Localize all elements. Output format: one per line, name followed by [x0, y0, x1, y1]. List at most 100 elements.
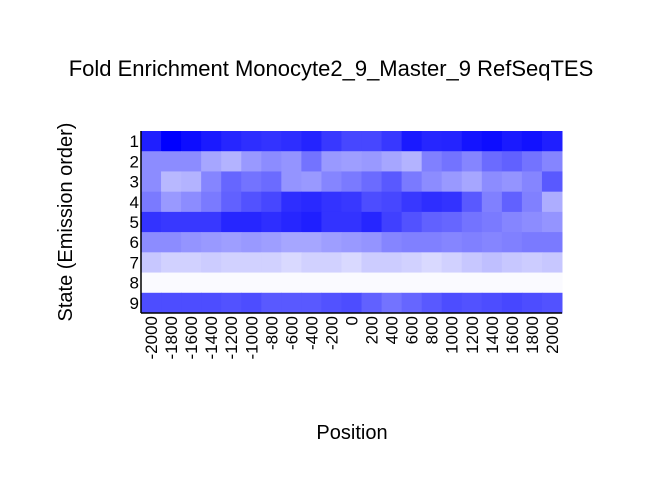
heatmap-cell-state-1-pos-1200: [461, 131, 483, 152]
heatmap-cell-state-6-pos-200: [361, 232, 383, 253]
y-axis-label: State (Emission order): [55, 123, 77, 322]
heatmap-cell-state-8-pos-1400: [481, 272, 503, 294]
x-tick-label: -1200: [222, 316, 241, 359]
y-tick-label: 2: [130, 152, 139, 171]
heatmap-cell-state-4-pos--1000: [241, 191, 262, 213]
heatmap-cell-state-8-pos--2000: [141, 272, 162, 294]
y-tick-label: 5: [130, 213, 139, 232]
heatmap-cell-state-1-pos-1400: [481, 131, 503, 152]
heatmap-cell-state-2-pos--600: [281, 151, 302, 172]
heatmap-cell-state-7-pos--200: [321, 252, 342, 274]
x-tick-label: -1400: [202, 316, 221, 359]
heatmap-cell-state-1-pos--1400: [201, 131, 222, 152]
heatmap-cell-state-1-pos-800: [421, 131, 443, 152]
heatmap-cell-state-6-pos--800: [261, 232, 282, 253]
heatmap-cell-state-9-pos--1000: [241, 292, 262, 314]
chart-title: Fold Enrichment Monocyte2_9_Master_9 Ref…: [69, 56, 594, 81]
heatmap-cell-state-8-pos--1400: [201, 272, 222, 294]
heatmap-cell-state-9-pos--600: [281, 292, 302, 314]
heatmap-cell-state-9-pos-2000: [541, 292, 563, 314]
heatmap-cell-state-2-pos-1600: [501, 151, 523, 172]
heatmap-cell-state-6-pos-1000: [441, 232, 463, 253]
heatmap-cell-state-9-pos-1000: [441, 292, 463, 314]
heatmap-cell-state-3-pos-600: [401, 171, 423, 193]
heatmap-cell-state-8-pos--200: [321, 272, 342, 294]
heatmap-cell-state-7-pos-1600: [501, 252, 523, 274]
heatmap-cell-state-7-pos--1200: [221, 252, 242, 274]
heatmap-cell-state-8-pos--1800: [161, 272, 182, 294]
heatmap-cell-state-1-pos--1000: [241, 131, 262, 152]
heatmap-cell-state-9-pos--2000: [141, 292, 162, 314]
heatmap-cell-state-2-pos-1400: [481, 151, 503, 172]
heatmap-cell-state-9-pos-800: [421, 292, 443, 314]
heatmap-cell-state-7-pos-1200: [461, 252, 483, 274]
heatmap-cell-state-1-pos--400: [301, 131, 322, 152]
heatmap-cell-state-3-pos-1000: [441, 171, 463, 193]
heatmap-cell-state-4-pos-1000: [441, 191, 463, 213]
heatmap-cell-state-4-pos--1200: [221, 191, 242, 213]
heatmap-cell-state-5-pos--1800: [161, 211, 182, 233]
heatmap-cell-state-2-pos-1800: [521, 151, 543, 172]
heatmap-cell-state-4-pos-0: [341, 191, 363, 213]
x-tick-label: 1200: [463, 316, 482, 354]
heatmap-cell-state-2-pos-400: [381, 151, 403, 172]
heatmap-cell-state-2-pos-1200: [461, 151, 483, 172]
heatmap-cell-state-7-pos-1800: [521, 252, 543, 274]
heatmap-cell-state-9-pos--1800: [161, 292, 182, 314]
y-tick-label: 9: [130, 294, 139, 313]
heatmap-cell-state-5-pos--2000: [141, 211, 162, 233]
heatmap-cell-state-6-pos--1400: [201, 232, 222, 253]
x-tick-label: 1600: [503, 316, 522, 354]
y-tick-label: 3: [130, 173, 139, 192]
heatmap-cell-state-5-pos-1000: [441, 211, 463, 233]
heatmap-cell-state-5-pos-600: [401, 211, 423, 233]
heatmap-cell-state-8-pos-1000: [441, 272, 463, 294]
heatmap-cell-state-6-pos-600: [401, 232, 423, 253]
heatmap-cell-state-6-pos-1200: [461, 232, 483, 253]
heatmap-cell-state-6-pos-1800: [521, 232, 543, 253]
heatmap-cell-state-5-pos-400: [381, 211, 403, 233]
x-tick-label: -600: [282, 316, 301, 350]
heatmap-cell-state-3-pos-400: [381, 171, 403, 193]
heatmap-cell-state-9-pos-1400: [481, 292, 503, 314]
heatmap-cell-state-8-pos--400: [301, 272, 322, 294]
heatmap-cell-state-3-pos--1200: [221, 171, 242, 193]
heatmap-cell-state-4-pos-600: [401, 191, 423, 213]
heatmap-cell-state-2-pos--1000: [241, 151, 262, 172]
x-tick-label: 1000: [443, 316, 462, 354]
heatmap-cell-state-7-pos--1800: [161, 252, 182, 274]
heatmap-cell-state-9-pos--1200: [221, 292, 242, 314]
y-tick-label: 4: [130, 193, 139, 212]
heatmap-cell-state-8-pos--1200: [221, 272, 242, 294]
y-tick-label: 8: [130, 274, 139, 293]
x-tick-label: -2000: [142, 316, 161, 359]
heatmap-cell-state-3-pos--200: [321, 171, 342, 193]
heatmap-cell-state-2-pos--1400: [201, 151, 222, 172]
heatmap-cell-state-8-pos--1600: [181, 272, 202, 294]
heatmap-cell-state-2-pos--400: [301, 151, 322, 172]
heatmap-cell-state-7-pos-200: [361, 252, 383, 274]
x-tick-label: -800: [262, 316, 281, 350]
heatmap-cell-state-1-pos-600: [401, 131, 423, 152]
x-tick-label: 200: [363, 316, 382, 344]
heatmap-cell-state-6-pos--1200: [221, 232, 242, 253]
heatmap-cell-state-2-pos-200: [361, 151, 383, 172]
heatmap-cell-state-2-pos-0: [341, 151, 363, 172]
heatmap-cell-state-6-pos--1600: [181, 232, 202, 253]
heatmap-cell-state-4-pos-400: [381, 191, 403, 213]
heatmap-cell-state-3-pos-1600: [501, 171, 523, 193]
heatmap-cell-state-5-pos--1200: [221, 211, 242, 233]
heatmap-cell-state-3-pos--1400: [201, 171, 222, 193]
heatmap-cell-state-5-pos--400: [301, 211, 322, 233]
heatmap-cell-state-9-pos-600: [401, 292, 423, 314]
heatmap-cell-state-2-pos--1200: [221, 151, 242, 172]
x-tick-label: -200: [322, 316, 341, 350]
heatmap-cell-state-5-pos-1400: [481, 211, 503, 233]
heatmap-cell-state-6-pos-0: [341, 232, 363, 253]
heatmap-cell-state-7-pos-800: [421, 252, 443, 274]
heatmap-cell-state-6-pos--1800: [161, 232, 182, 253]
heatmap-cell-state-2-pos--800: [261, 151, 282, 172]
heatmap-cell-state-3-pos-1400: [481, 171, 503, 193]
heatmap-cells: [141, 131, 563, 314]
